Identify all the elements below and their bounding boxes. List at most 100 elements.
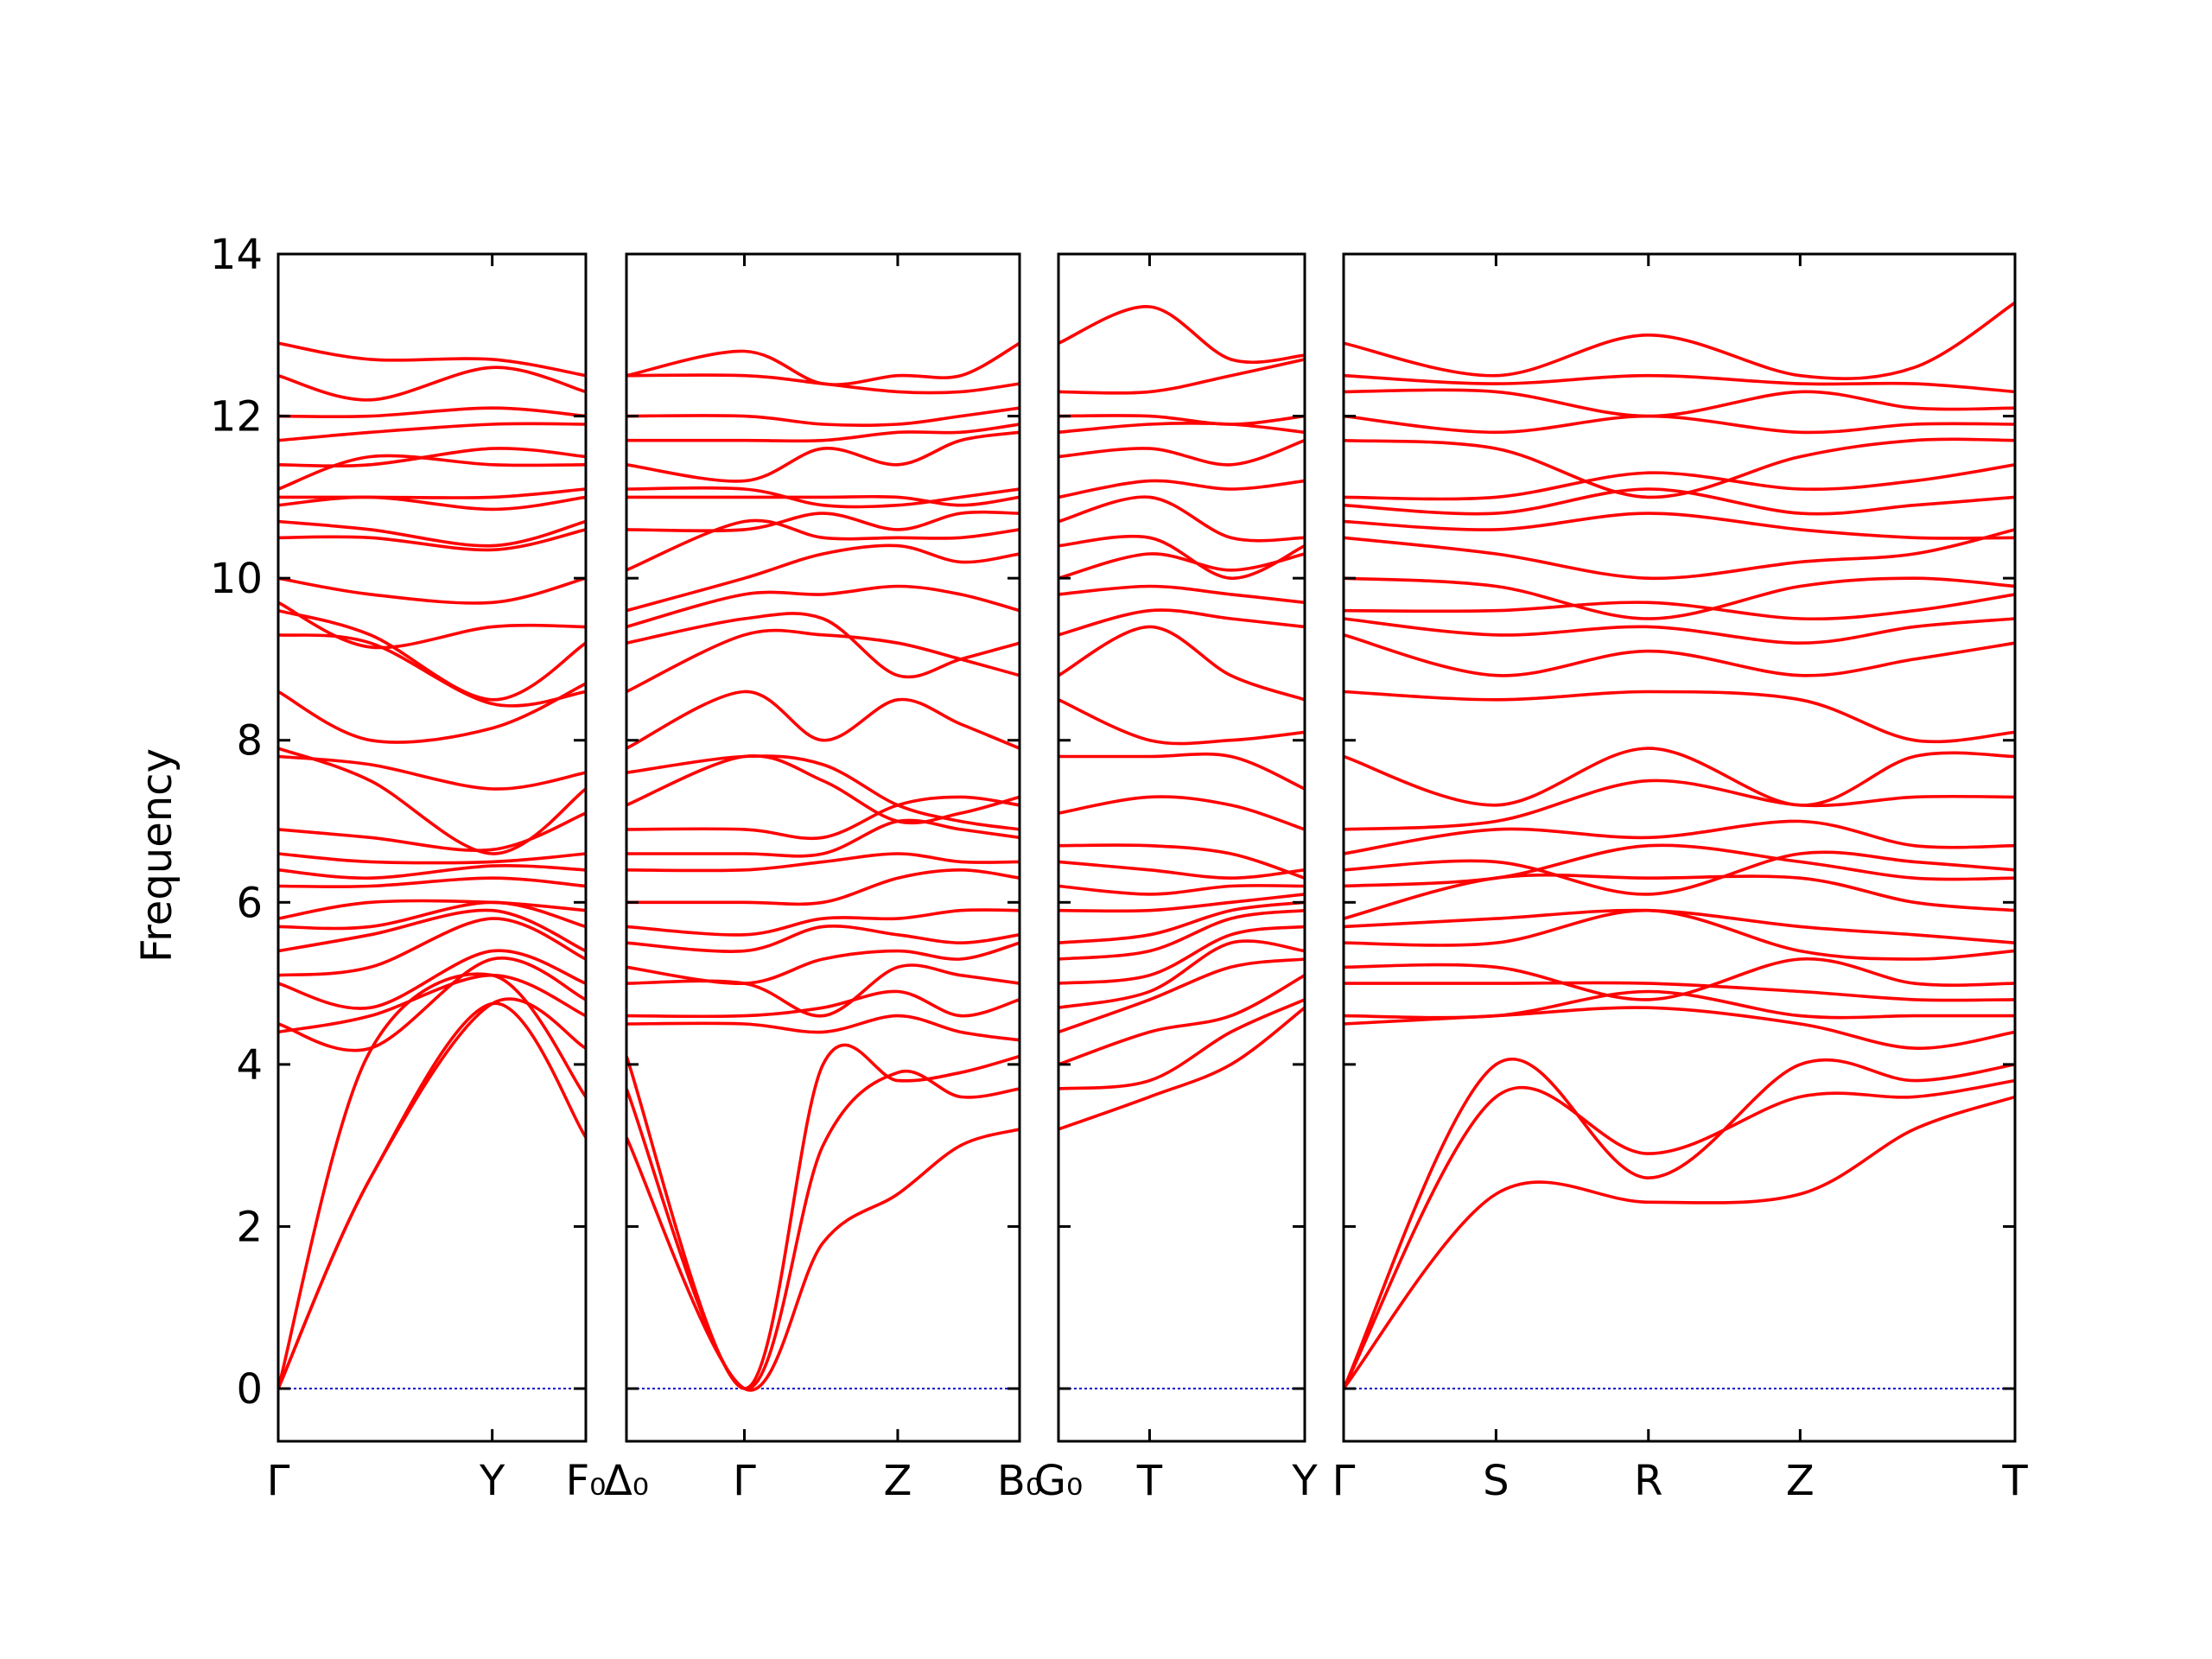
x-tick-label: S (1483, 1457, 1509, 1505)
band-line-panel1-13 (278, 852, 586, 865)
band-line-panel1-28 (278, 422, 586, 442)
band-line-panel1-27 (278, 447, 586, 468)
y-tick-label: 14 (210, 231, 263, 279)
panel-frame-2 (625, 252, 1021, 1443)
band-line-panel3-5 (1058, 939, 1305, 1009)
band-line-panel1-22 (278, 528, 586, 552)
band-line-panel2-9 (626, 908, 1020, 937)
band-line-panel2-14 (626, 754, 1020, 825)
band-line-panel1-26 (278, 454, 586, 491)
band-line-panel4-26 (1344, 414, 2015, 435)
band-line-panel3-12 (1058, 843, 1305, 880)
band-line-panel4-21 (1344, 528, 2015, 581)
x-tick-label: Δ₀ (604, 1457, 649, 1505)
y-tick-label: 6 (236, 879, 263, 927)
band-line-panel4-19 (1344, 593, 2015, 621)
band-line-panel4-4 (1344, 1006, 2015, 1050)
y-axis-label: Frequency (133, 748, 181, 963)
band-line-panel2-11 (626, 852, 1020, 873)
band-line-panel1-18 (278, 633, 586, 708)
band-line-panel3-27 (1058, 305, 1305, 364)
x-tick-label: Z (884, 1457, 912, 1505)
band-line-panel4-24 (1344, 463, 2015, 501)
band-line-panel4-5 (1344, 989, 2015, 1020)
x-tick-label: Γ (1332, 1457, 1356, 1505)
band-line-panel2-1 (626, 1128, 1020, 1392)
band-line-panel3-23 (1058, 438, 1305, 467)
x-tick-label: Γ (733, 1457, 756, 1505)
y-tick-label: 10 (210, 555, 263, 603)
band-line-panel2-13 (626, 795, 1020, 841)
band-line-panel1-3 (278, 997, 586, 1389)
band-line-panel1-24 (278, 495, 586, 512)
band-line-panel1-17 (278, 682, 586, 744)
x-tick-label: F₀ (566, 1457, 607, 1505)
band-line-panel2-12 (626, 818, 1020, 858)
band-line-panel2-22 (626, 510, 1020, 533)
band-line-panel4-7 (1344, 957, 2015, 1001)
y-tick-label: 12 (210, 393, 263, 442)
band-line-panel4-14 (1344, 779, 2015, 831)
x-tick-label: T (1136, 1457, 1163, 1505)
band-line-panel4-3 (1344, 1057, 2015, 1389)
band-line-panel2-10 (626, 868, 1020, 906)
band-line-panel4-15 (1344, 747, 2015, 807)
band-line-panel4-29 (1344, 301, 2015, 380)
y-tick-label: 8 (236, 717, 263, 766)
band-line-panel1-31 (278, 341, 586, 378)
band-line-panel3-9 (1058, 893, 1305, 913)
band-line-panel4-1 (1344, 1095, 2015, 1390)
y-tick-label: 4 (236, 1041, 263, 1090)
y-tick-label: 2 (236, 1203, 263, 1251)
band-line-panel2-2 (626, 1069, 1020, 1390)
band-line-panel3-20 (1058, 534, 1305, 581)
band-line-panel2-25 (626, 430, 1020, 483)
band-line-panel4-9 (1344, 908, 2015, 944)
band-line-panel2-3 (626, 1043, 1020, 1390)
panel-frame-4 (1342, 252, 2017, 1443)
band-line-panel1-1 (278, 972, 586, 1389)
band-line-panel4-16 (1344, 690, 2015, 744)
band-line-panel2-8 (626, 925, 1020, 953)
band-line-panel4-6 (1344, 981, 2015, 1002)
band-line-panel2-28 (626, 373, 1020, 395)
band-line-panel4-28 (1344, 373, 2015, 394)
band-line-panel1-15 (278, 754, 586, 791)
band-line-panel1-7 (278, 917, 586, 977)
band-line-panel1-19 (278, 608, 586, 702)
band-line-panel3-4 (1058, 957, 1305, 1034)
band-line-panel3-22 (1058, 479, 1305, 499)
band-line-panel4-13 (1344, 819, 2015, 855)
band-line-panel4-11 (1344, 843, 2015, 888)
band-line-panel3-21 (1058, 495, 1305, 543)
band-line-panel3-1 (1058, 1006, 1305, 1131)
band-line-panel3-7 (1058, 908, 1305, 961)
panel-frame-1 (276, 252, 588, 1443)
band-line-panel4-23 (1344, 487, 2015, 516)
band-line-panel1-21 (278, 576, 586, 605)
band-line-panel2-20 (626, 543, 1020, 613)
band-line-panel3-14 (1058, 752, 1305, 791)
band-line-panel1-20 (278, 601, 586, 650)
band-line-panel4-17 (1344, 633, 2015, 677)
band-line-panel1-11 (278, 876, 586, 889)
band-line-panel1-9 (278, 900, 586, 931)
x-tick-label: T (2001, 1457, 2028, 1505)
band-line-panel2-24 (626, 486, 1020, 509)
band-line-panel3-17 (1058, 608, 1305, 637)
band-line-panel4-20 (1344, 576, 2015, 620)
x-tick-label: B₀ (997, 1457, 1042, 1505)
band-line-panel4-8 (1344, 908, 2015, 961)
x-tick-label: Γ (267, 1457, 290, 1505)
band-line-panel3-26 (1058, 358, 1305, 395)
band-line-panel2-26 (626, 423, 1020, 443)
y-tick-label: 0 (236, 1365, 263, 1414)
band-line-panel1-5 (278, 957, 586, 1052)
x-tick-label: R (1634, 1457, 1662, 1505)
x-tick-label: G₀ (1034, 1457, 1083, 1505)
band-line-panel1-25 (278, 487, 586, 499)
panel-frame-3 (1057, 252, 1306, 1443)
band-line-panel2-17 (626, 628, 1020, 694)
band-line-panel3-18 (1058, 584, 1305, 605)
